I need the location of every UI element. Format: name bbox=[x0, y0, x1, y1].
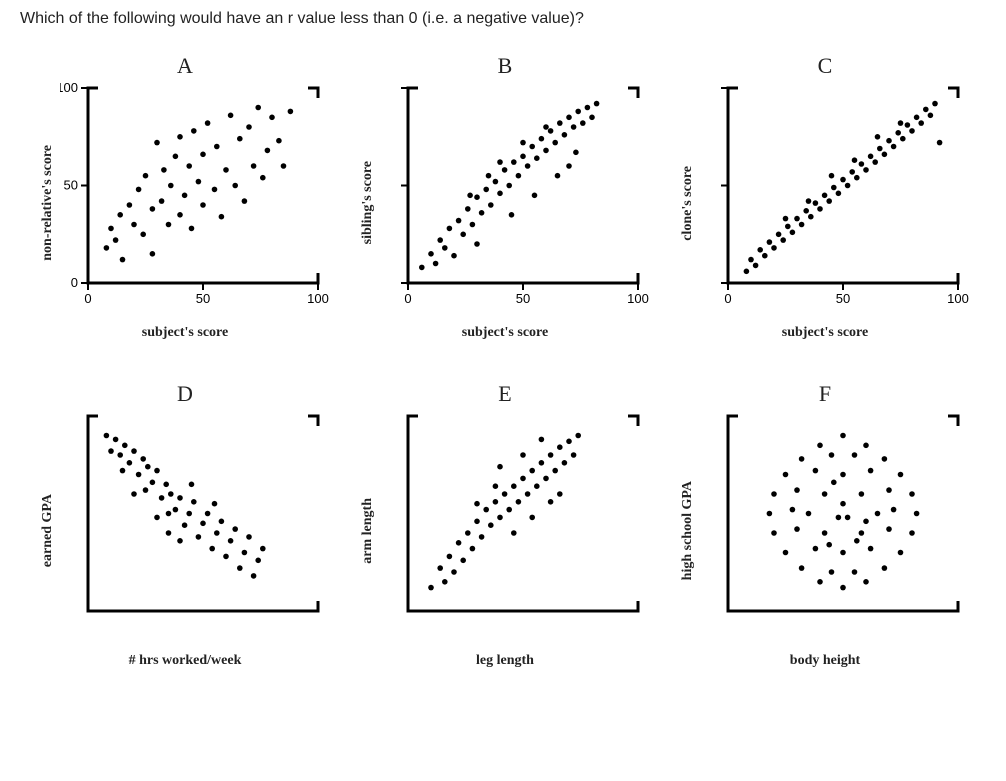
svg-text:0: 0 bbox=[404, 291, 411, 306]
chart-panel-F: Fhigh school GPA body height bbox=[680, 381, 970, 669]
chart-panel-E: Earm length leg length bbox=[360, 381, 650, 669]
svg-text:100: 100 bbox=[947, 291, 969, 306]
svg-text:0: 0 bbox=[84, 291, 91, 306]
y-axis-label-E: arm length bbox=[360, 498, 376, 564]
x-axis-label-F: body height bbox=[790, 653, 860, 669]
chart-title-D: D bbox=[177, 381, 193, 407]
svg-text:50: 50 bbox=[836, 291, 850, 306]
chart-panel-C: Cclone's score 0 50 100 subject's score bbox=[680, 53, 970, 341]
chart-title-C: C bbox=[818, 53, 833, 79]
chart-panel-B: Bsibling's score 0 50 100 subject's score bbox=[360, 53, 650, 341]
svg-text:50: 50 bbox=[516, 291, 530, 306]
y-axis-label-D: earned GPA bbox=[40, 494, 56, 567]
chart-title-B: B bbox=[498, 53, 513, 79]
svg-text:100: 100 bbox=[60, 83, 78, 95]
x-axis-label-D: # hrs worked/week bbox=[129, 653, 242, 669]
y-axis-label-C: clone's score bbox=[680, 166, 696, 241]
question-text: Which of the following would have an r v… bbox=[20, 10, 986, 28]
x-axis-label-A: subject's score bbox=[142, 325, 228, 341]
scatter-plot-F bbox=[700, 411, 970, 651]
scatter-plot-A: 0 50 100 0 50 100 bbox=[60, 83, 330, 323]
scatter-plot-E bbox=[380, 411, 650, 651]
chart-panel-D: Dearned GPA # hrs worked/week bbox=[40, 381, 330, 669]
chart-title-E: E bbox=[498, 381, 511, 407]
scatter-plot-C: 0 50 100 bbox=[700, 83, 970, 323]
chart-grid: Anon-relative's score 0 50 100 0 50 100 subject… bbox=[20, 53, 986, 669]
y-axis-label-B: sibling's score bbox=[360, 161, 376, 244]
y-axis-label-A: non-relative's score bbox=[40, 145, 56, 261]
chart-title-A: A bbox=[177, 53, 193, 79]
x-axis-label-C: subject's score bbox=[782, 325, 868, 341]
chart-panel-A: Anon-relative's score 0 50 100 0 50 100 subject… bbox=[40, 53, 330, 341]
scatter-plot-D bbox=[60, 411, 330, 651]
svg-text:50: 50 bbox=[64, 178, 78, 193]
scatter-plot-B: 0 50 100 bbox=[380, 83, 650, 323]
chart-title-F: F bbox=[819, 381, 831, 407]
svg-text:0: 0 bbox=[71, 275, 78, 290]
svg-text:0: 0 bbox=[724, 291, 731, 306]
svg-text:50: 50 bbox=[196, 291, 210, 306]
x-axis-label-B: subject's score bbox=[462, 325, 548, 341]
y-axis-label-F: high school GPA bbox=[680, 481, 696, 580]
svg-text:100: 100 bbox=[627, 291, 649, 306]
x-axis-label-E: leg length bbox=[476, 653, 534, 669]
svg-text:100: 100 bbox=[307, 291, 329, 306]
